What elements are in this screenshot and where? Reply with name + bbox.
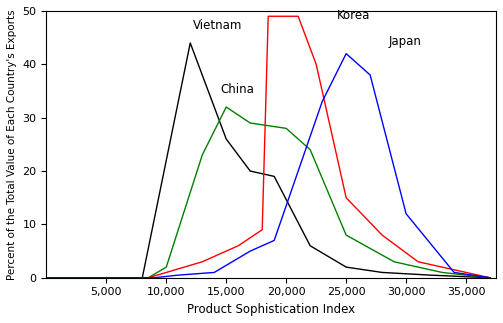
X-axis label: Product Sophistication Index: Product Sophistication Index [187, 303, 355, 316]
Text: Japan: Japan [388, 35, 421, 48]
Text: Korea: Korea [337, 9, 370, 22]
Text: China: China [220, 83, 254, 96]
Text: Vietnam: Vietnam [193, 19, 242, 32]
Y-axis label: Percent of the Total Value of Each Country's Exports: Percent of the Total Value of Each Count… [7, 9, 17, 280]
